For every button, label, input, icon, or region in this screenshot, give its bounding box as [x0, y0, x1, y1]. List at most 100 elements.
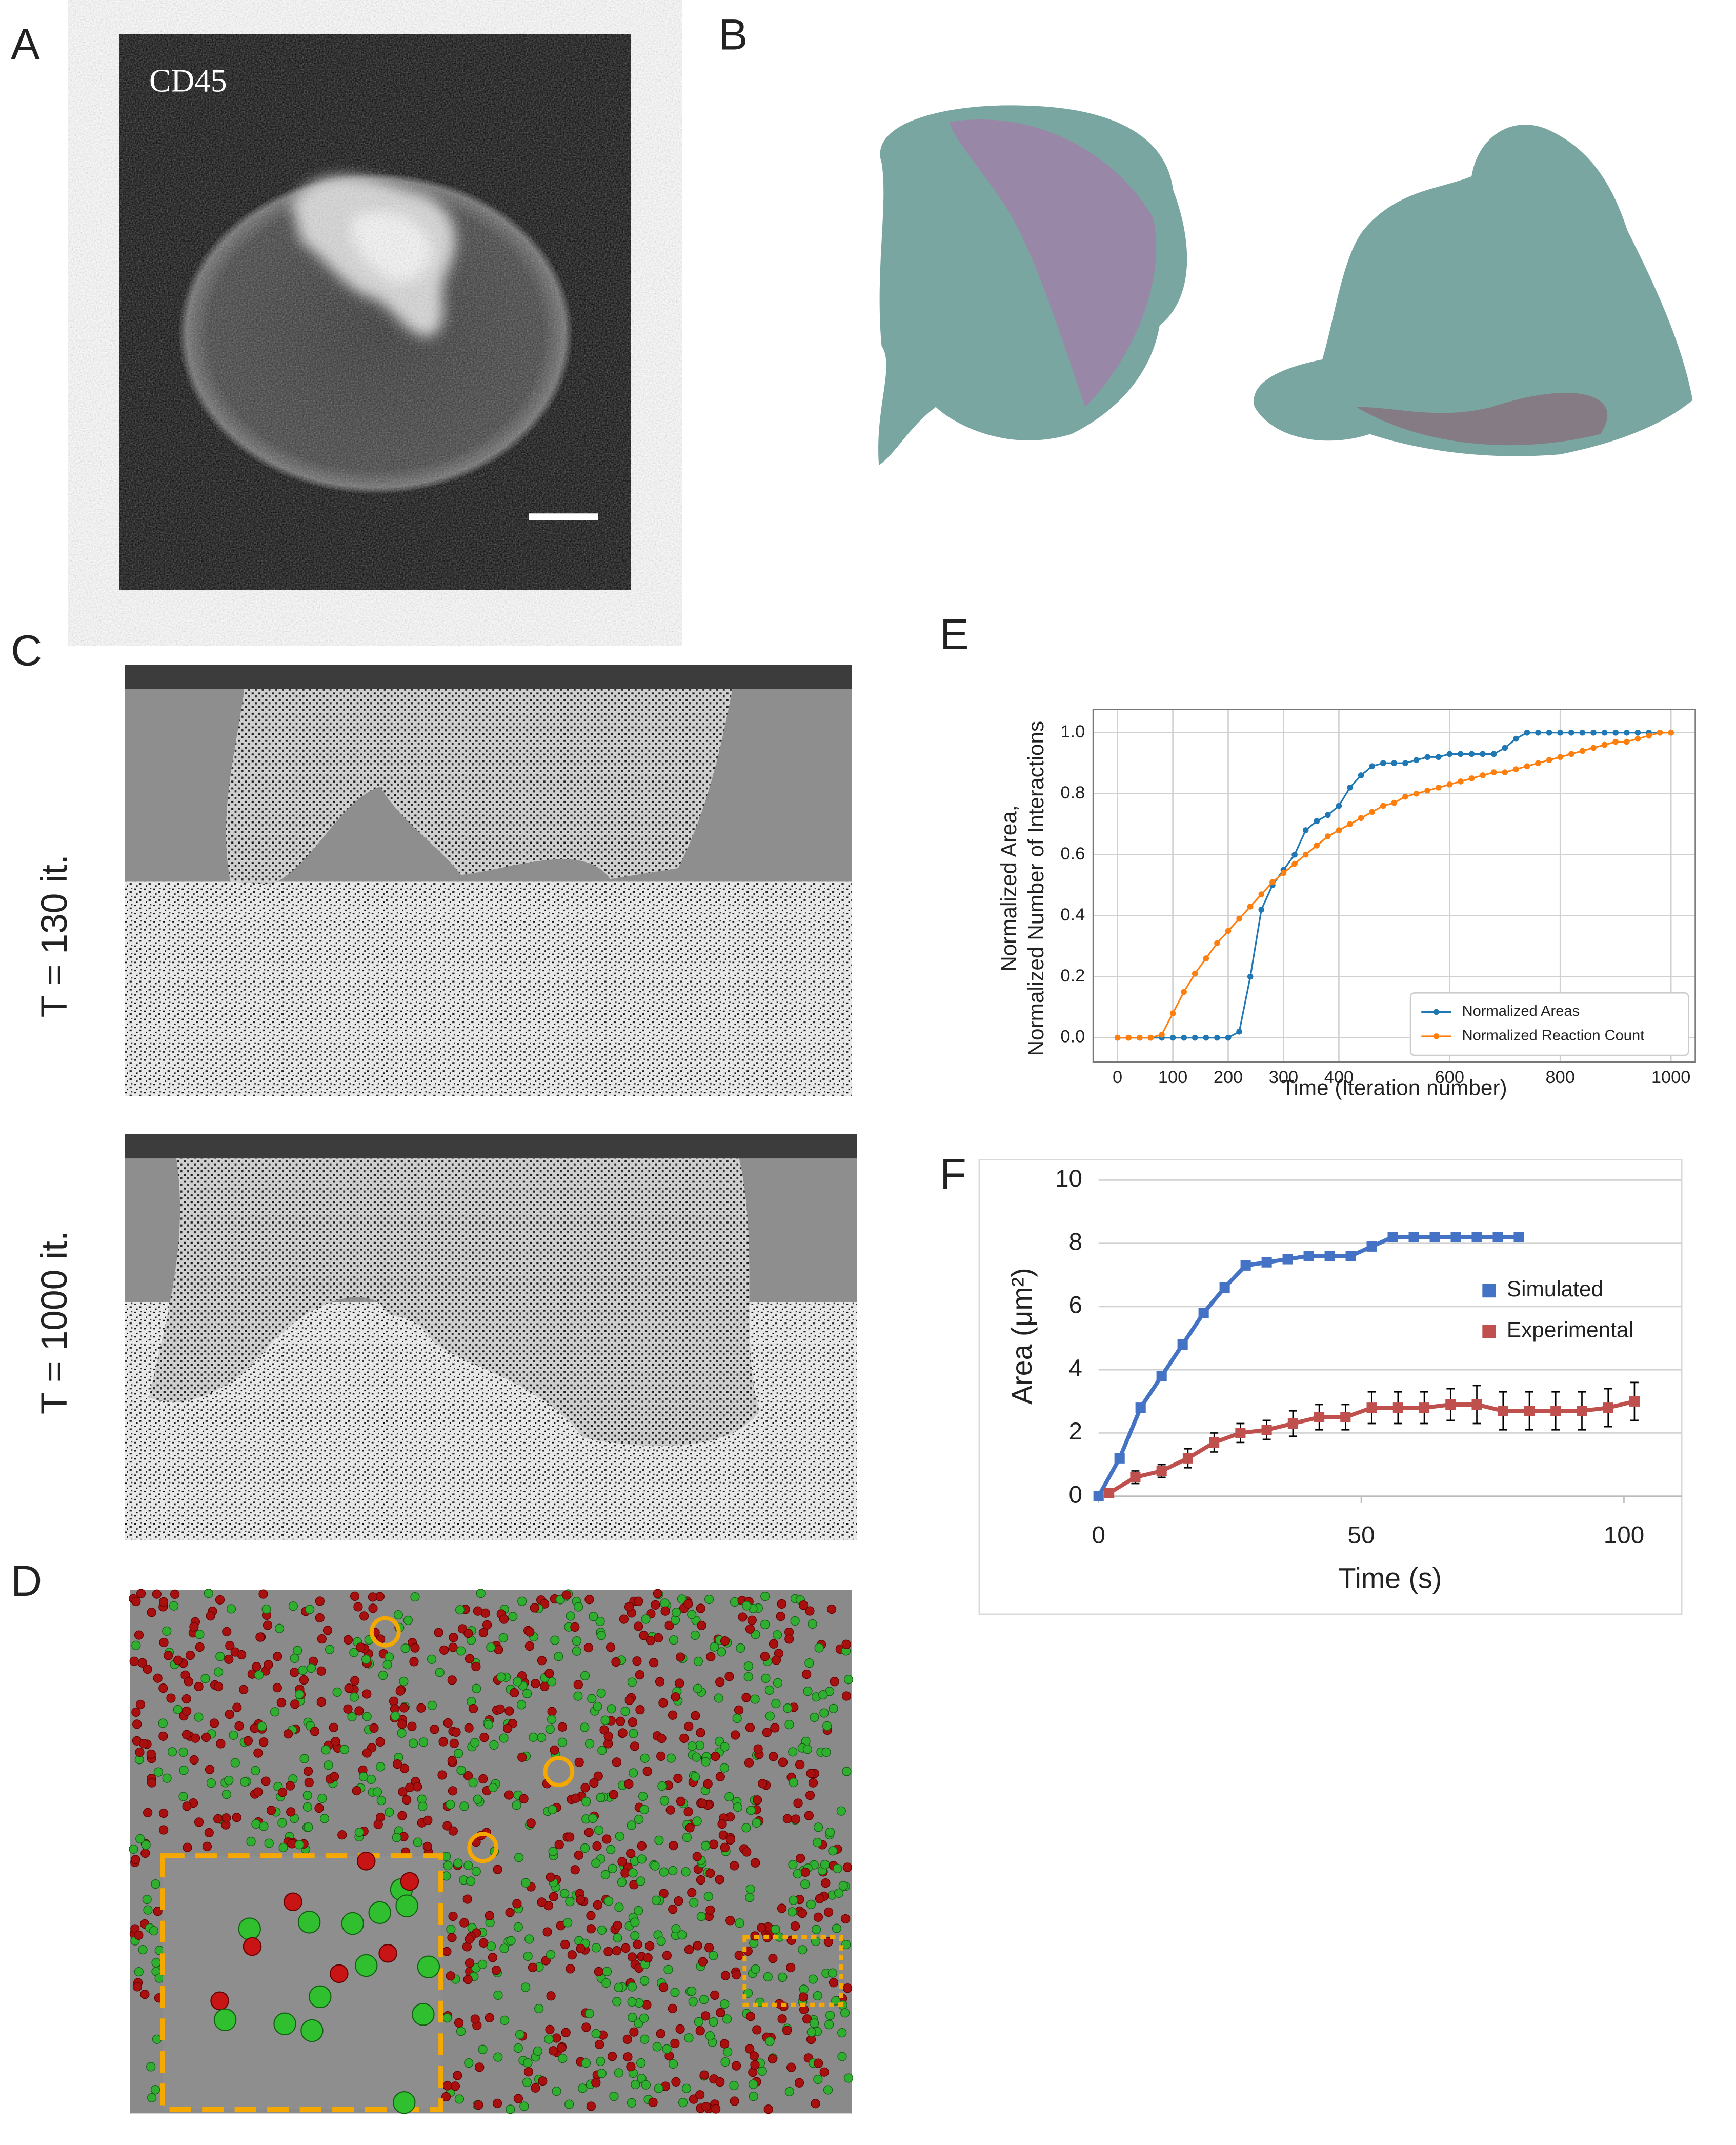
- time-label: T = 1000 it.: [34, 1231, 75, 1414]
- particle: [687, 1888, 697, 1897]
- particle: [276, 1698, 286, 1708]
- particle: [782, 1814, 792, 1823]
- particle: [478, 2044, 488, 2054]
- particle: [668, 1866, 678, 1876]
- particle: [790, 1921, 800, 1931]
- particle: [476, 1589, 486, 1598]
- particle: [488, 1782, 498, 1793]
- particle: [624, 1779, 634, 1789]
- particle: [597, 2069, 607, 2078]
- legend-label: Experimental: [1507, 1318, 1633, 1342]
- particle: [656, 1936, 666, 1946]
- particle: [572, 1636, 582, 1646]
- particle: [182, 1801, 192, 1811]
- x-tick-label: 300: [1269, 1068, 1298, 1087]
- particle: [362, 1748, 372, 1758]
- particle: [504, 1706, 514, 1716]
- particle: [560, 1939, 570, 1950]
- particle: [634, 1621, 643, 1631]
- particle: [517, 1596, 527, 1606]
- particle: [529, 1732, 538, 1742]
- particle: [178, 1792, 188, 1801]
- stain-label: CD45: [149, 63, 227, 99]
- particle: [273, 2012, 296, 2035]
- particle: [153, 1673, 163, 1683]
- particle: [720, 1742, 730, 1752]
- x-tick-label: 400: [1324, 1068, 1354, 1087]
- particle: [200, 1674, 210, 1683]
- particle: [668, 1710, 678, 1720]
- particle: [131, 1855, 140, 1865]
- particle: [278, 1788, 288, 1797]
- particle: [494, 1645, 503, 1655]
- particle: [430, 1725, 439, 1734]
- particle: [181, 1706, 192, 1716]
- marker: [1302, 827, 1309, 833]
- particle: [819, 2067, 829, 2077]
- particle: [591, 2029, 601, 2039]
- particle: [733, 1802, 743, 1812]
- particle: [635, 1705, 645, 1715]
- particle: [566, 1611, 575, 1621]
- particle: [811, 2099, 820, 2109]
- marker: [1424, 787, 1430, 794]
- particle: [483, 1720, 493, 1730]
- particle: [464, 2058, 474, 2068]
- particle: [700, 1841, 711, 1851]
- particle: [692, 1752, 701, 1762]
- particle: [152, 2034, 162, 2044]
- particle: [668, 1905, 678, 1914]
- particle: [715, 1875, 724, 1885]
- particle: [472, 1683, 481, 1693]
- particle: [571, 1793, 580, 1803]
- particle: [786, 2062, 796, 2072]
- particle: [676, 1652, 685, 1662]
- y-tick-label: 8: [1068, 1228, 1082, 1255]
- marker: [1387, 1232, 1398, 1242]
- legend-label: Normalized Areas: [1462, 1003, 1580, 1019]
- particle: [234, 1721, 244, 1731]
- particle: [588, 1813, 598, 1823]
- particle: [293, 1646, 302, 1655]
- particle: [805, 1791, 815, 1800]
- inset: [160, 1853, 443, 2112]
- particle: [819, 1708, 829, 1718]
- marker: [1498, 1406, 1508, 1416]
- particle: [753, 1744, 763, 1754]
- particle: [232, 1813, 241, 1822]
- particle: [628, 1717, 637, 1727]
- particle: [730, 1861, 739, 1871]
- particle: [791, 1814, 801, 1824]
- particle: [437, 1770, 447, 1780]
- particle: [679, 1733, 689, 1743]
- marker: [1402, 760, 1408, 767]
- particle: [173, 1705, 183, 1714]
- particle: [479, 1938, 489, 1948]
- particle: [495, 1704, 505, 1714]
- particle: [705, 1905, 715, 1915]
- particle: [485, 2013, 494, 2023]
- particle: [321, 1745, 331, 1755]
- particle: [800, 1867, 810, 1877]
- particle: [143, 1808, 153, 1817]
- particle: [593, 1701, 602, 1711]
- particle: [587, 1694, 597, 1703]
- marker: [1634, 735, 1641, 742]
- particle: [546, 1950, 556, 1959]
- particle: [784, 2087, 794, 2097]
- particle: [745, 1893, 755, 1902]
- particle: [398, 1787, 408, 1797]
- particle: [499, 1614, 509, 1624]
- particle: [623, 2052, 633, 2062]
- particle: [651, 1895, 661, 1905]
- particle: [288, 1601, 298, 1611]
- particle: [696, 1912, 706, 1921]
- particle: [627, 1820, 636, 1830]
- particle: [771, 1925, 780, 1934]
- particle: [586, 1924, 596, 1934]
- particle: [751, 1964, 760, 1974]
- particle: [488, 1953, 498, 1962]
- particle: [493, 1990, 503, 2000]
- particle: [618, 1728, 628, 1738]
- particle: [783, 1703, 793, 1713]
